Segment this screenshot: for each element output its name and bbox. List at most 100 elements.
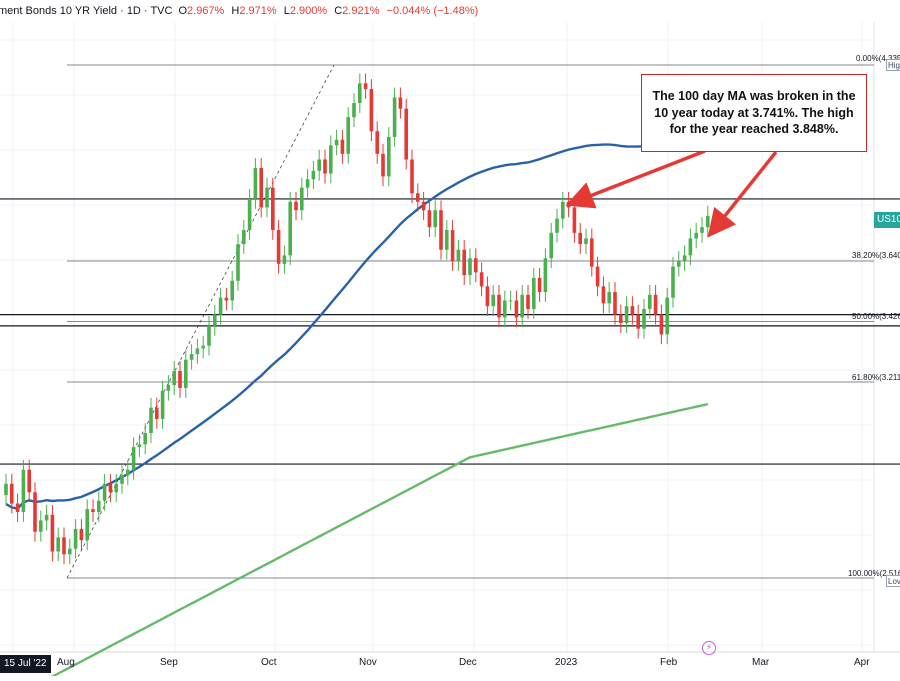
candle-body [642, 308, 646, 329]
candle-body [520, 294, 524, 318]
candle-body [294, 201, 298, 211]
candle-body [445, 229, 449, 250]
candle-body [259, 167, 263, 208]
candle-body [595, 266, 600, 287]
candle-body [630, 306, 635, 315]
x-label-aug: Aug [57, 657, 75, 668]
candle-body [456, 249, 461, 262]
candle-body [607, 292, 611, 304]
candle-body [276, 229, 281, 264]
candle-body [700, 227, 704, 233]
x-label-2023: 2023 [555, 657, 578, 668]
fib-label-50: 50.00%(3.426 [852, 312, 900, 321]
candle-body [137, 444, 142, 448]
candle-body [537, 277, 542, 293]
candle-body [439, 210, 443, 250]
candle-body [381, 153, 385, 177]
candle-body [172, 370, 176, 386]
candle-body [387, 136, 391, 177]
candle-body [305, 179, 310, 188]
candle-body [114, 483, 118, 493]
candle-body [375, 131, 379, 154]
candle-body [648, 294, 652, 309]
open-key: O [178, 5, 188, 17]
annotation-box[interactable]: The 100 day MA was broken in the 10 year… [641, 74, 867, 152]
ohlc-readout: O2.967% H2.971% L2.900% C2.921% −0.044% … [178, 5, 482, 17]
candle-body [613, 292, 617, 315]
candle-body [300, 187, 304, 211]
candle-body [91, 509, 95, 513]
candle-body [369, 88, 374, 132]
candle-body [590, 238, 594, 267]
candle-body [15, 503, 20, 513]
candle-body [282, 255, 287, 264]
candle-body [10, 483, 14, 504]
candle-body [33, 492, 37, 532]
candle-body [677, 261, 681, 267]
candle-body [619, 314, 623, 324]
candle-body [404, 108, 408, 160]
candle-body [253, 167, 258, 199]
candle-body [363, 83, 368, 89]
candle-body [508, 300, 513, 302]
candle-body [462, 249, 466, 276]
candle-body [584, 238, 588, 245]
candle-body [561, 201, 565, 219]
candle-body [468, 258, 472, 276]
candle-body [207, 325, 211, 346]
candle-body [120, 475, 124, 484]
candle-body [427, 210, 432, 228]
low-value: 2.900% [289, 5, 328, 17]
x-label-apr: Apr [854, 657, 870, 668]
high-key: H [231, 5, 240, 17]
candle-body [213, 314, 217, 326]
candle-body [450, 229, 455, 262]
candle-body [636, 314, 640, 329]
candle-body [340, 139, 345, 154]
candle-body [131, 447, 136, 470]
change-value: −0.044% (−1.48%) [386, 5, 479, 17]
candle-body [79, 528, 84, 541]
candle-body [85, 509, 89, 541]
candle-body [392, 97, 397, 137]
candle-body [288, 201, 292, 256]
x-label-nov: Nov [359, 657, 377, 668]
candle-body [497, 294, 501, 318]
fib-label-100: 100.00%(2.516 [848, 569, 900, 578]
candle-body [166, 385, 171, 391]
candle-body [566, 201, 571, 208]
candle-body [706, 215, 710, 228]
candle-body [358, 83, 362, 104]
candle-body [694, 232, 698, 239]
candle-body [485, 286, 490, 307]
candle-body [688, 238, 693, 256]
candle-body [601, 286, 606, 304]
candle-body [108, 483, 113, 493]
annotation-arrows [565, 149, 778, 238]
candle-body [184, 359, 188, 388]
candle-body [329, 145, 333, 174]
candle-body [62, 537, 66, 555]
horizontal-lines [0, 64, 900, 579]
candle-body [578, 232, 582, 245]
candle-body [68, 548, 72, 555]
ma-200-layer [41, 402, 709, 681]
crosshair-date-badge: 15 Jul '22 [0, 655, 51, 673]
candle-body [149, 407, 153, 434]
lightning-icon[interactable]: ⚡ [702, 641, 716, 655]
candle-body [572, 207, 577, 233]
candle-body [671, 266, 675, 298]
candle-body [271, 187, 275, 230]
close-key: C [334, 5, 343, 17]
symbol-header[interactable]: ment Bonds 10 YR Yield · 1D · TVC O2.967… [0, 0, 900, 22]
candle-body [659, 314, 664, 335]
grid [0, 22, 900, 653]
x-label-sep: Sep [160, 657, 178, 668]
open-value: 2.967% [187, 5, 225, 17]
candle-body [410, 159, 414, 194]
candle-body [549, 232, 553, 259]
candle-body [236, 244, 240, 281]
candle-body [44, 514, 49, 521]
